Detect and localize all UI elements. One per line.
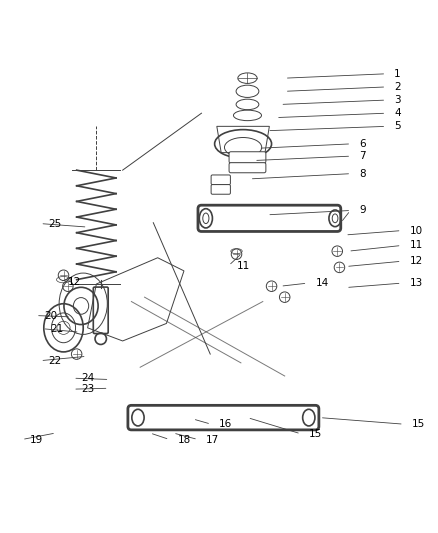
Text: 11: 11 <box>410 240 423 251</box>
Text: 9: 9 <box>359 205 366 215</box>
Text: 1: 1 <box>394 69 401 79</box>
FancyBboxPatch shape <box>128 405 319 430</box>
FancyBboxPatch shape <box>229 163 266 173</box>
Text: 19: 19 <box>30 434 43 445</box>
FancyBboxPatch shape <box>93 287 108 334</box>
Text: 4: 4 <box>394 108 401 118</box>
Text: 7: 7 <box>359 151 366 161</box>
Text: 5: 5 <box>394 122 401 131</box>
Text: 15: 15 <box>309 429 322 439</box>
FancyBboxPatch shape <box>229 152 266 163</box>
Text: 20: 20 <box>44 311 57 320</box>
Text: 24: 24 <box>81 373 94 383</box>
Text: 16: 16 <box>219 419 232 429</box>
Text: 25: 25 <box>48 219 61 229</box>
Text: 12: 12 <box>410 256 423 266</box>
Text: 2: 2 <box>394 82 401 92</box>
Text: 17: 17 <box>206 434 219 445</box>
Text: 3: 3 <box>394 95 401 105</box>
Text: 8: 8 <box>359 168 366 179</box>
FancyBboxPatch shape <box>211 184 230 194</box>
Text: 15: 15 <box>412 419 425 429</box>
Text: 21: 21 <box>50 324 64 334</box>
FancyBboxPatch shape <box>198 205 341 231</box>
Text: 22: 22 <box>48 356 61 366</box>
Text: 6: 6 <box>359 139 366 149</box>
Text: 11: 11 <box>237 261 250 271</box>
Text: 10: 10 <box>410 225 423 236</box>
FancyBboxPatch shape <box>211 175 230 184</box>
Text: 18: 18 <box>177 434 191 445</box>
Text: 13: 13 <box>410 278 423 288</box>
Text: 14: 14 <box>315 278 328 288</box>
Text: 12: 12 <box>68 277 81 287</box>
Text: 23: 23 <box>81 384 94 394</box>
